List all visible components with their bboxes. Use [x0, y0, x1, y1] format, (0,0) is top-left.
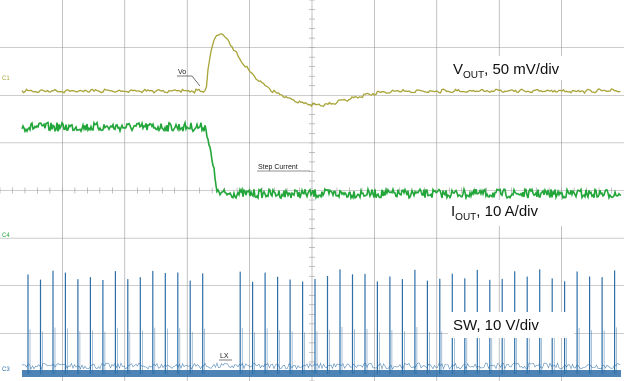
iout-label-backdrop: [446, 200, 576, 226]
vout-channel-marker: C1: [2, 76, 10, 82]
vout-series-label: VOUT, 50 mV/div: [453, 61, 560, 81]
iout-probe-label: Step Current: [258, 164, 298, 171]
vout-label-rest: , 50 mV/div: [484, 61, 560, 78]
probe-labels: Vo Step Current LX: [177, 69, 310, 361]
iout-label-main: I: [451, 203, 455, 220]
sw-series-label: SW, 10 V/div: [453, 317, 539, 334]
series-labels: VOUT, 50 mV/div IOUT, 10 A/div SW, 10 V/…: [446, 56, 608, 338]
iout-label-sub: OUT: [455, 212, 476, 223]
vout-probe-pointer: [191, 75, 201, 87]
vout-label-backdrop: [448, 56, 608, 80]
sw-label-backdrop: [448, 312, 574, 338]
sw-label-rest: SW, 10 V/div: [453, 317, 539, 334]
iout-trace: [21, 119, 622, 201]
iout-label-rest: , 10 A/div: [476, 203, 538, 220]
sw-noise: [21, 362, 621, 370]
sw-baseline-band: [22, 370, 621, 377]
vout-label-sub: OUT: [463, 70, 484, 81]
iout-series-label: IOUT, 10 A/div: [451, 203, 538, 223]
sw-channel-marker: C3: [2, 367, 10, 373]
vout-trace: [21, 33, 621, 108]
vout-probe-label: Vo: [178, 69, 186, 76]
channel-markers: C1 C4 C3: [2, 76, 10, 373]
vout-label-main: V: [453, 61, 463, 78]
sw-probe-label: LX: [220, 353, 229, 360]
iout-channel-marker: C4: [2, 233, 10, 239]
